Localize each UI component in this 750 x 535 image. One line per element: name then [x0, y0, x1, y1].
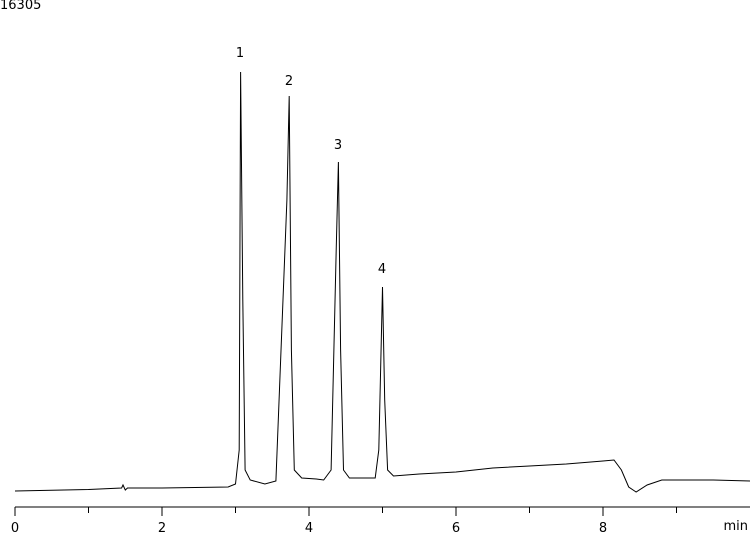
x-tick-label: 6: [452, 521, 460, 535]
chromatogram-line: [14, 71, 750, 493]
peak-label: 3: [334, 138, 342, 153]
x-tick-label: 2: [158, 521, 166, 535]
peak-label: 4: [378, 262, 386, 277]
x-axis-label: min: [723, 519, 748, 534]
y-scale-label: 16305: [0, 0, 41, 13]
x-tick-label: 4: [305, 521, 313, 535]
peak-label: 1: [236, 46, 244, 61]
x-tick-label: 8: [599, 521, 607, 535]
x-tick-label: 0: [11, 521, 19, 535]
peak-label: 2: [285, 74, 293, 89]
